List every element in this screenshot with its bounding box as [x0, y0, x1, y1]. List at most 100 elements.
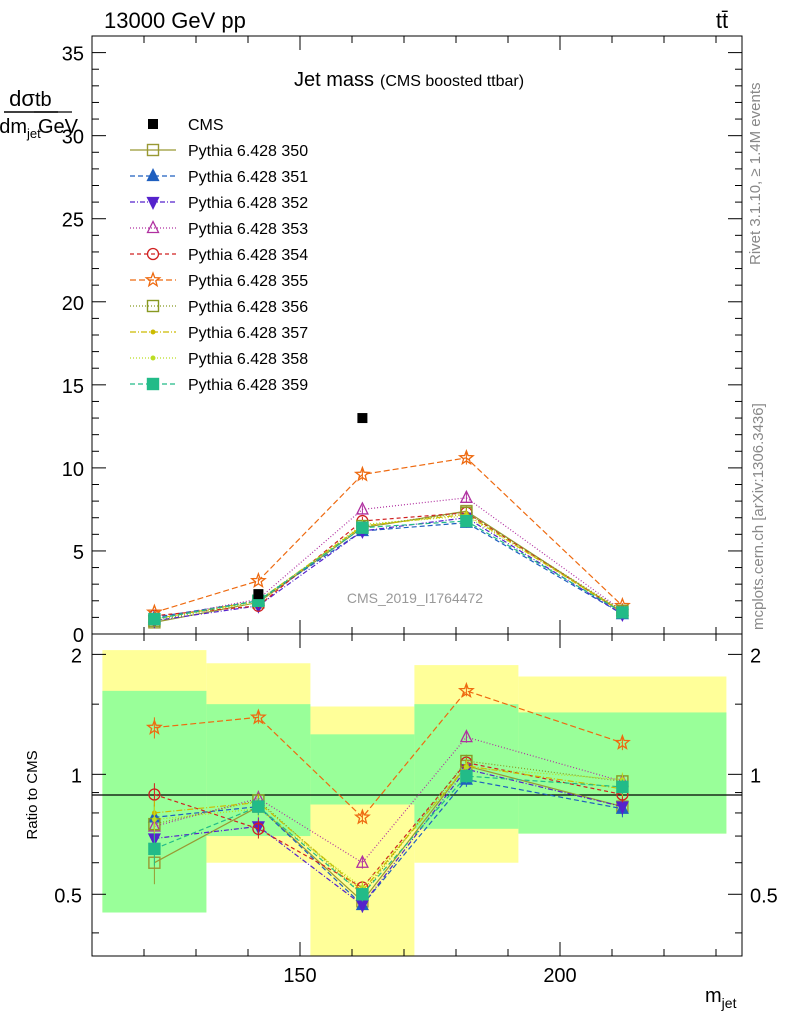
- data-point: [459, 489, 473, 503]
- ylabel-denominator-right: GeV: [38, 116, 79, 138]
- main-ytick-label: 10: [62, 459, 84, 481]
- legend-marker: [146, 247, 160, 261]
- legend-marker: [146, 143, 160, 157]
- legend-marker: [146, 196, 160, 210]
- main-series-layer: [145, 449, 631, 629]
- legend-marker: [146, 168, 160, 182]
- ratio-ytick-label-right: 2: [750, 645, 761, 667]
- main-series-7: [148, 506, 629, 627]
- ratio-ytick-label: 2: [71, 645, 82, 667]
- ratio-point: [148, 788, 161, 801]
- ratio-point: [459, 729, 473, 743]
- ratio-xtick-label: 200: [543, 965, 576, 987]
- ratio-point: [148, 842, 161, 856]
- rivet-label: Rivet 3.1.10, ≥ 1.4M events: [747, 83, 764, 266]
- legend-label: Pythia 6.428 358: [188, 351, 308, 368]
- legend-entry-7: Pythia 6.428 356: [130, 299, 308, 316]
- ratio-point: [252, 800, 265, 813]
- ylabel-numerator-right: tb: [35, 89, 52, 111]
- legend-entry-3: Pythia 6.428 352: [130, 195, 308, 212]
- ratio-line: [154, 766, 623, 889]
- ratio-series-layer: [145, 681, 631, 913]
- legend-marker: [150, 329, 156, 335]
- legend-label: Pythia 6.428 351: [188, 169, 308, 186]
- legend-label: Pythia 6.428 350: [188, 143, 308, 160]
- main-ytick-label: 30: [62, 127, 84, 149]
- process-label: tt̄: [716, 8, 728, 33]
- main-ytick-label: 15: [62, 376, 84, 398]
- chart-subtitle: (CMS boosted ttbar): [380, 73, 524, 90]
- ratio-point: [151, 817, 157, 823]
- chart-title: Jet mass: [294, 69, 374, 91]
- cms-data-point: [357, 413, 368, 424]
- energy-label: 13000 GeV pp: [104, 8, 246, 33]
- legend-marker: [144, 271, 162, 288]
- main-panel: 0 5 10 15 20 25 30 35 Jet mass (CMS boosted ttb…: [62, 35, 743, 647]
- ratio-frame: [91, 633, 743, 957]
- mcplots-label: mcplots.cern.ch [arXiv:1306.3436]: [750, 403, 767, 630]
- ratio-line: [154, 765, 623, 892]
- legend-marker: [146, 220, 160, 234]
- x-axis-label: mjet: [705, 985, 737, 1011]
- ratio-ytick-label: 1: [71, 765, 82, 787]
- ratio-axis-ticks: 0.5 0.5 1 1 2 2 150 200: [54, 634, 778, 987]
- data-point: [355, 501, 369, 515]
- ylabel-denominator: dmjet: [0, 116, 41, 141]
- ratio-ytick-label: 0.5: [54, 885, 82, 907]
- main-ytick-label: 35: [62, 44, 84, 66]
- data-point: [148, 612, 161, 626]
- ratio-point: [249, 708, 267, 725]
- ratio-point: [353, 808, 371, 825]
- main-ytick-label: 5: [73, 542, 84, 564]
- main-series-6: [145, 449, 631, 620]
- legend: CMS Pythia 6.428 350 Pythia 6.428 351 Pythi…: [130, 117, 308, 394]
- ratio-band-green: [310, 734, 415, 805]
- legend-marker: [146, 377, 160, 391]
- legend-entry-4: Pythia 6.428 353: [130, 220, 308, 238]
- legend-label: Pythia 6.428 356: [188, 299, 308, 316]
- legend-label: Pythia 6.428 352: [188, 195, 308, 212]
- ratio-point: [145, 718, 163, 735]
- data-point: [457, 449, 475, 466]
- legend-label: Pythia 6.428 357: [188, 325, 308, 342]
- cms-data-layer: [253, 413, 368, 600]
- ratio-point: [463, 765, 469, 771]
- ratio-panel: 0.5 0.5 1 1 2 2 150 200 Ratio to CMS mjet: [24, 633, 778, 1011]
- ratio-point: [457, 681, 475, 698]
- ratio-point: [613, 733, 631, 750]
- ratio-point: [252, 822, 265, 835]
- cms-data-point: [253, 589, 264, 600]
- ratio-point: [356, 888, 369, 901]
- legend-marker: [148, 119, 158, 129]
- legend-entry-5: Pythia 6.428 354: [130, 247, 308, 264]
- legend-entry-cms: CMS: [148, 117, 224, 134]
- ratio-point: [616, 780, 629, 794]
- data-point: [353, 465, 371, 482]
- main-series-10: [148, 514, 629, 626]
- ratio-line: [154, 736, 623, 864]
- ratio-ylabel: Ratio to CMS: [24, 750, 41, 839]
- data-point: [356, 521, 369, 534]
- ratio-ytick-label-right: 1: [750, 765, 761, 787]
- legend-entry-8: Pythia 6.428 357: [130, 325, 308, 342]
- main-ytick-label: 25: [62, 210, 84, 232]
- ratio-series-6: [145, 681, 631, 825]
- data-point: [616, 606, 629, 619]
- legend-entry-6: Pythia 6.428 355: [130, 271, 308, 290]
- data-point: [249, 571, 267, 588]
- legend-label: Pythia 6.428 354: [188, 247, 308, 264]
- legend-entry-1: Pythia 6.428 350: [130, 143, 308, 160]
- ratio-point: [355, 854, 369, 868]
- ratio-series-10: [148, 769, 629, 902]
- series-line: [154, 522, 623, 618]
- analysis-watermark: CMS_2019_I1764472: [347, 590, 483, 606]
- legend-label: Pythia 6.428 353: [188, 221, 308, 238]
- ratio-xtick-label: 150: [283, 965, 316, 987]
- main-axis-ticks: 0 5 10 15 20 25 30 35: [62, 36, 742, 647]
- ratio-bands: [102, 650, 727, 956]
- ratio-point: [460, 769, 473, 783]
- legend-entry-9: Pythia 6.428 358: [130, 351, 308, 368]
- main-ytick-label: 0: [73, 625, 84, 647]
- legend-marker: [146, 299, 160, 313]
